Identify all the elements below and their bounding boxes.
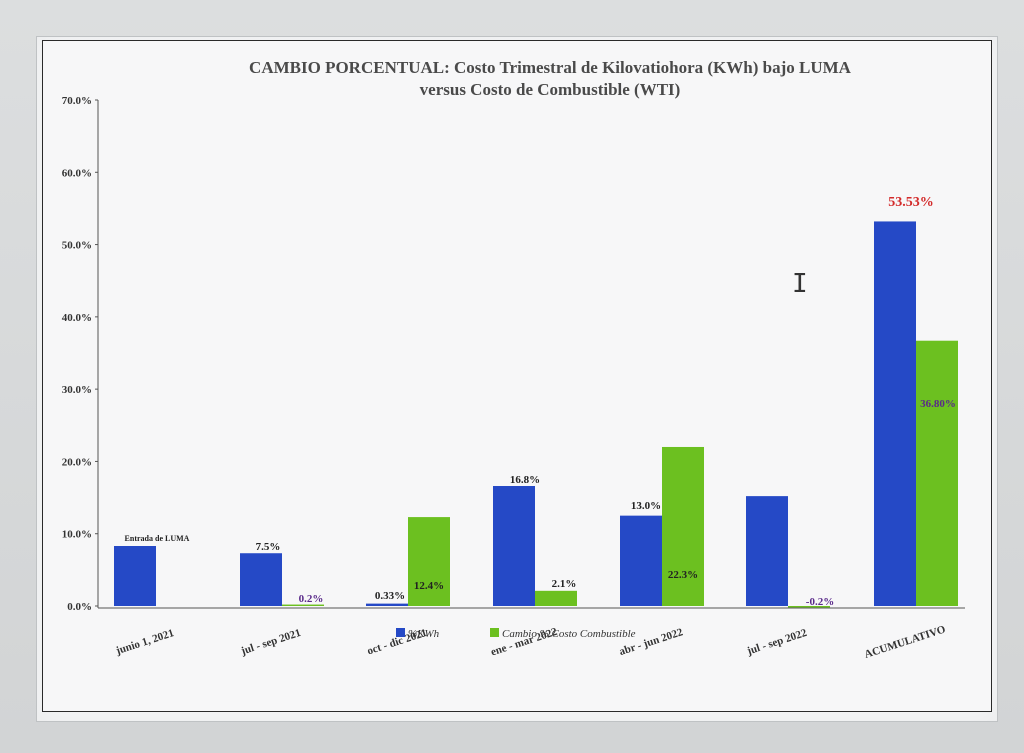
legend-swatch-fuel — [490, 628, 499, 637]
bar-fuel — [662, 446, 704, 606]
x-tick-label: jul - sep 2022 — [745, 627, 809, 658]
y-tick-label: 60.0% — [62, 167, 92, 179]
data-labels: Entrada de LUMA 7.5% 0.2% 0.33% 12.4% 16.8% 2.… — [125, 195, 956, 608]
bar-fuel — [535, 590, 577, 606]
legend-swatch-kwh — [396, 628, 405, 637]
bar-kwh — [366, 603, 408, 606]
label-fuel-jul-sep-2022: -0.2% — [806, 596, 834, 608]
x-tick-label: ACUMULATIVO — [863, 623, 948, 661]
chart-subtitle: versus Costo de Combustible (WTI) — [420, 80, 681, 99]
y-tick-label: 30.0% — [62, 384, 92, 396]
bar-kwh — [620, 515, 662, 606]
label-fuel-abr-jun-2022: 22.3% — [668, 569, 698, 581]
label-fuel-oct-dic-2021: 12.4% — [414, 580, 444, 592]
chart-title: CAMBIO PORCENTUAL: Costo Trimestral de K… — [249, 58, 852, 77]
bar-fuel — [408, 517, 450, 606]
y-tick-label: 40.0% — [62, 312, 92, 324]
label-kwh-acumulativo: 53.53% — [888, 195, 934, 210]
y-tick-label: 50.0% — [62, 240, 92, 252]
y-tick-label: 70.0% — [62, 95, 92, 107]
legend: %KWh Cambio % Costo Combustible — [396, 628, 636, 640]
x-tick-label: junio 1, 2021 — [114, 627, 176, 657]
label-kwh-oct-dic-2021: 0.33% — [375, 590, 405, 602]
y-tick-label: 10.0% — [62, 529, 92, 541]
label-kwh-jul-sep-2021: 7.5% — [256, 541, 281, 553]
bars — [114, 221, 958, 608]
bar-kwh — [240, 553, 282, 606]
bar-kwh — [746, 496, 788, 606]
label-fuel-acumulativo: 36.80% — [920, 398, 956, 410]
y-tick-label: 0.0% — [67, 601, 92, 613]
label-kwh-abr-jun-2022: 13.0% — [631, 500, 661, 512]
label-fuel-jul-sep-2021: 0.2% — [299, 593, 324, 605]
text-cursor-icon: I — [792, 269, 808, 299]
bar-kwh — [114, 546, 156, 606]
bar-kwh — [493, 486, 535, 606]
label-fuel-ene-mar-2022: 2.1% — [552, 578, 577, 590]
label-kwh-ene-mar-2022: 16.8% — [510, 474, 540, 486]
legend-label-fuel: Cambio % Costo Combustible — [502, 628, 636, 640]
legend-label-kwh: %KWh — [408, 628, 440, 640]
x-tick-label: jul - sep 2021 — [239, 627, 303, 658]
bar-fuel — [282, 604, 324, 606]
y-axis: 0.0% 10.0% 20.0% 30.0% 40.0% 50.0% 60.0% 70.0% — [62, 95, 965, 613]
label-entrada-luma: Entrada de LUMA — [125, 534, 190, 543]
bar-fuel — [788, 606, 830, 608]
y-tick-label: 20.0% — [62, 456, 92, 468]
bar-kwh — [874, 221, 916, 606]
bar-fuel — [916, 340, 958, 606]
